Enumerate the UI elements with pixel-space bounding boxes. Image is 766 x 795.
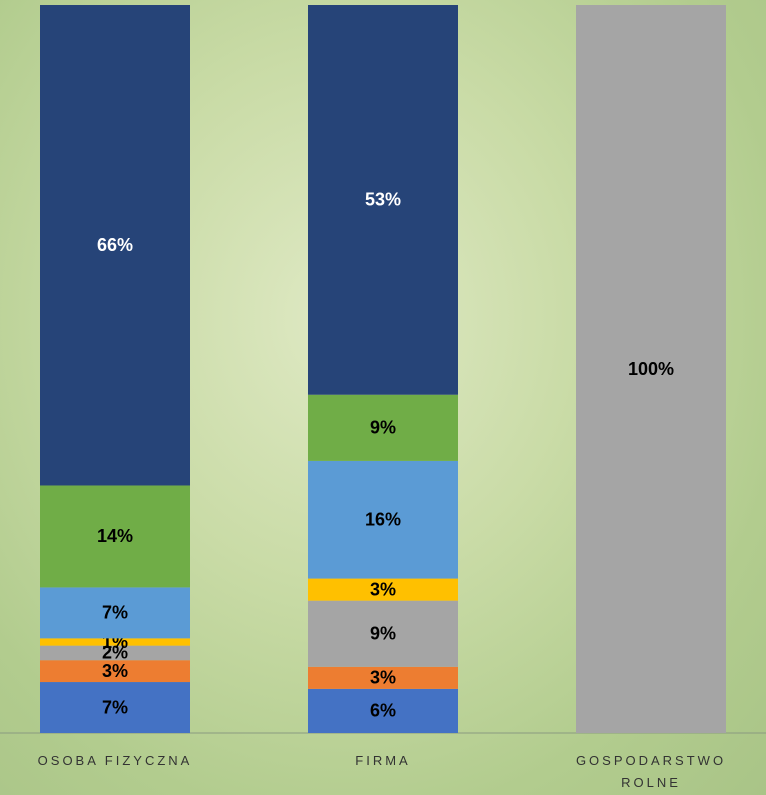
data-label: 7% xyxy=(102,697,128,717)
data-label: 100% xyxy=(628,359,674,379)
data-label: 9% xyxy=(370,418,396,438)
data-label: 6% xyxy=(370,701,396,721)
data-label: 3% xyxy=(370,668,396,688)
chart: 7%3%2%1%7%14%66%6%3%9%3%16%9%53%100% OSO… xyxy=(0,0,766,795)
data-label: 66% xyxy=(97,235,133,255)
x-tick-label: FIRMA xyxy=(283,750,483,772)
data-label: 53% xyxy=(365,190,401,210)
x-tick-label: OSOBA FIZYCZNA xyxy=(15,750,215,772)
data-label: 3% xyxy=(102,661,128,681)
x-tick-label: GOSPODARSTWO ROLNE xyxy=(571,750,731,794)
plot: 7%3%2%1%7%14%66%6%3%9%3%16%9%53%100% xyxy=(0,0,766,795)
data-label: 14% xyxy=(97,526,133,546)
data-label: 16% xyxy=(365,509,401,529)
data-label: 3% xyxy=(370,579,396,599)
data-label: 7% xyxy=(102,603,128,623)
data-label: 9% xyxy=(370,623,396,643)
